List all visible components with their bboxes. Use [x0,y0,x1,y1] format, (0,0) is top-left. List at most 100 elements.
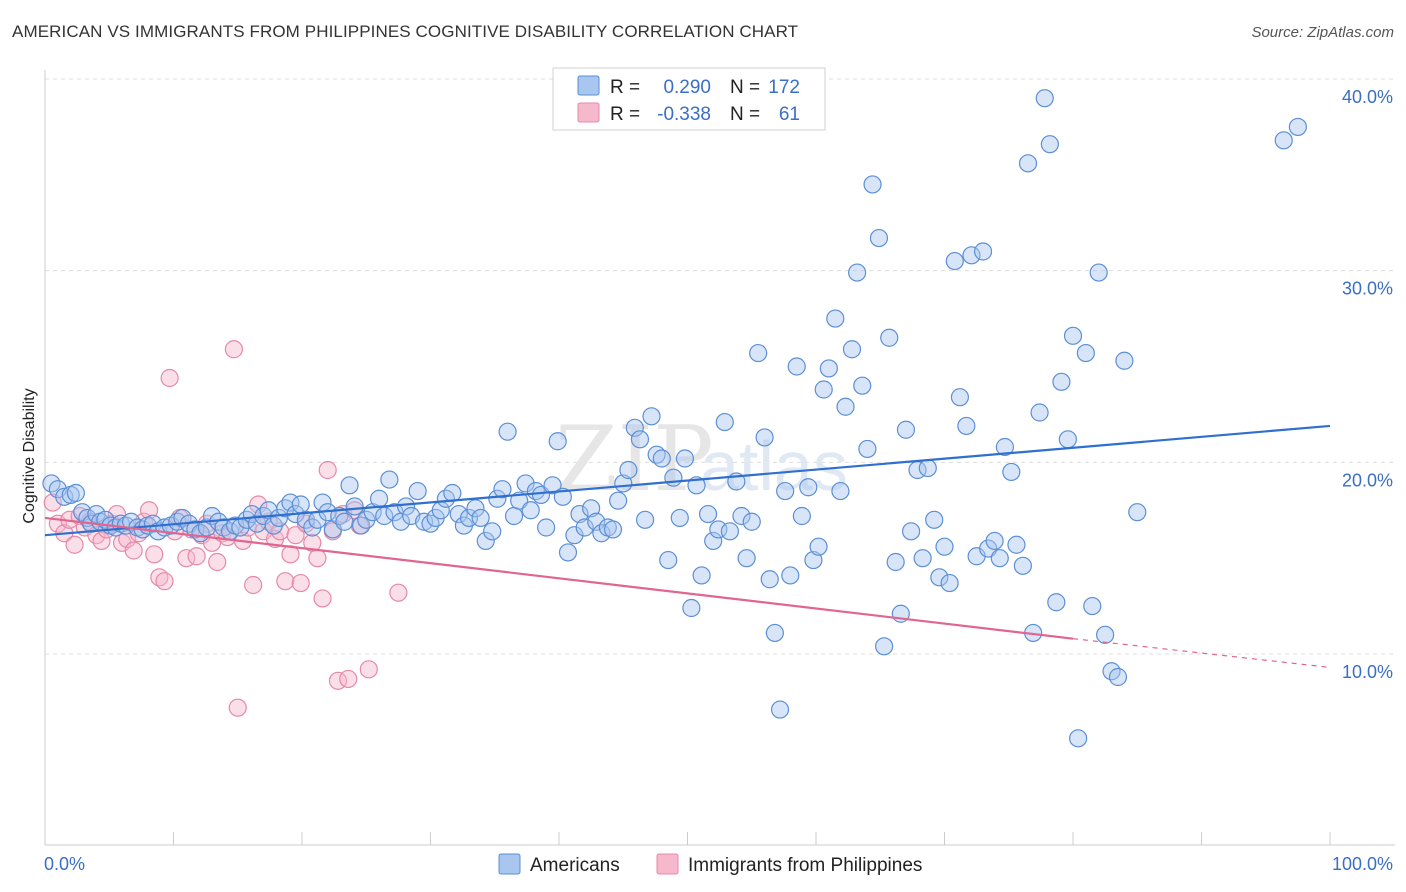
point-americans [732,506,751,526]
legend-swatch-philippines [577,102,600,123]
point-americans [863,175,882,194]
point-americans [66,483,85,503]
point-americans [276,499,295,518]
point-americans [698,504,718,524]
point-americans [493,480,512,499]
point-americans [664,468,683,487]
point-americans [692,566,711,585]
point-americans [809,537,828,556]
point-americans [720,522,740,541]
legend-r-value-1: 0.290 [663,77,711,98]
point-philippines [313,589,332,608]
y-axis-label: Cognitive Disability [21,388,38,523]
point-americans [370,489,389,508]
point-americans [1030,403,1049,422]
point-americans [842,340,862,359]
point-americans [471,508,490,528]
point-americans [642,407,661,426]
point-americans [1052,372,1071,391]
legend-n-value-1: 172 [768,77,800,98]
watermark-zip: ZIP [555,407,714,512]
point-americans [737,549,756,568]
series-legend: Americans Immigrants from Philippines [498,853,922,876]
point-americans [1040,135,1059,154]
y-tick-label: 40.0% [1342,87,1393,107]
point-americans [291,495,310,514]
bottom-legend-americans: Americans [530,855,620,876]
point-philippines [249,495,268,514]
point-americans [945,251,964,271]
point-americans [345,497,364,516]
point-americans [619,460,638,480]
point-americans [925,510,944,529]
point-americans [709,520,728,539]
point-americans [1007,535,1026,554]
point-americans [853,376,872,395]
point-americans [858,439,877,459]
trend-line-philippines [44,516,1074,640]
point-philippines [118,529,137,549]
point-philippines [224,340,243,359]
y-axis-tick-labels: 10.0% 20.0% 30.0% 40.0% [1342,87,1393,682]
legend-r-label-1: R = [610,77,640,98]
point-americans [1035,89,1054,108]
point-philippines [244,575,263,595]
point-americans [765,623,784,643]
point-americans [625,418,644,437]
trend-lines [44,424,1331,669]
point-americans [483,522,502,541]
point-americans [962,246,981,265]
point-americans [814,380,833,399]
point-americans [675,449,695,468]
point-americans [896,420,916,439]
chart-source: Source: ZipAtlas.com [1251,24,1394,41]
point-americans [421,514,440,533]
bottom-legend-philippines: Immigrants from Philippines [688,855,922,876]
point-americans [918,458,937,478]
point-philippines [187,547,206,566]
point-americans [985,531,1004,551]
point-americans [565,526,584,545]
point-philippines [339,669,358,689]
point-americans [901,522,921,541]
point-americans [408,481,427,501]
point-americans [488,489,507,508]
point-americans [819,359,838,378]
point-americans [380,470,399,489]
point-americans [831,481,850,501]
point-americans [1096,625,1115,644]
point-americans [516,474,535,493]
point-philippines [145,545,164,564]
point-americans [570,504,589,524]
gridlines [45,78,1395,655]
legend-n-label-1: N = [730,77,760,98]
point-americans [1047,593,1066,612]
point-americans [1083,596,1102,616]
point-americans [55,487,74,506]
point-philippines [208,552,227,572]
point-americans [875,637,894,656]
stats-legend: R = 0.290 N = 172 R = -0.338 N = 61 [552,67,826,131]
axes [44,70,1395,846]
point-americans [940,573,959,593]
point-americans [414,512,434,531]
point-americans [476,531,495,551]
bottom-legend-swatch-americans [498,853,521,875]
point-americans [770,700,790,719]
legend-swatch-americans [577,75,600,96]
point-americans [935,537,954,556]
point-americans [799,478,818,497]
point-americans [880,328,899,347]
point-americans [582,499,601,518]
point-philippines [155,572,174,591]
trend-line-americans [44,424,1331,537]
point-americans [930,568,949,587]
point-americans [869,228,889,248]
point-americans [609,491,628,510]
point-americans [1115,351,1134,370]
point-americans [504,506,524,526]
legend-n-value-2: 61 [779,104,800,125]
point-americans [957,416,976,436]
x-tick-label-max: 100.0% [1332,854,1393,874]
point-americans [449,504,468,524]
